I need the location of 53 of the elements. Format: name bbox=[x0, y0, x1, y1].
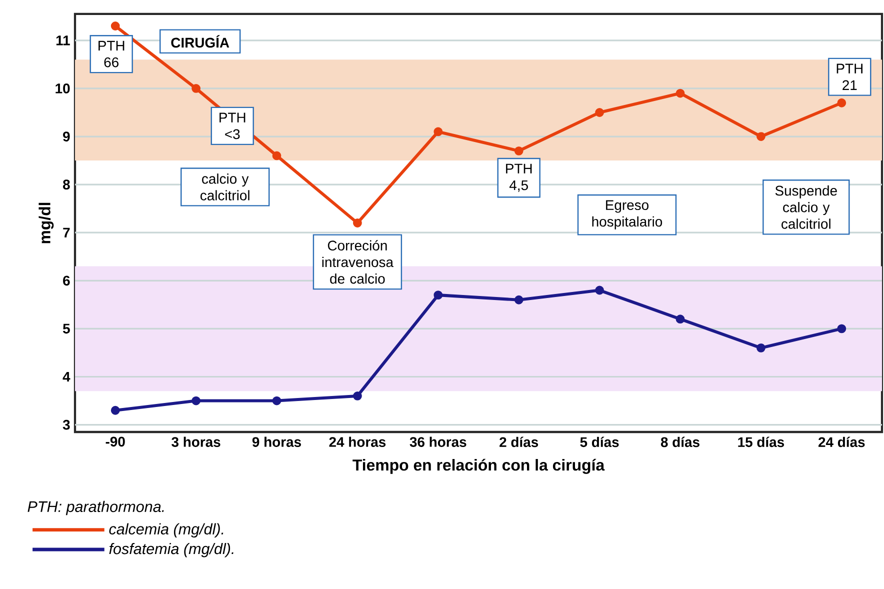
point bbox=[514, 295, 524, 304]
x-axis-title: Tiempo en relación con la cirugía bbox=[352, 458, 605, 474]
y-tick-label: 5 bbox=[62, 324, 70, 334]
point bbox=[837, 324, 846, 334]
point bbox=[192, 84, 201, 93]
point bbox=[434, 290, 443, 300]
annotation: PTH 66 bbox=[98, 40, 124, 68]
point bbox=[595, 286, 604, 295]
y-tick-label: 10 bbox=[56, 84, 70, 94]
y-tick-label: 8 bbox=[62, 180, 70, 190]
y-tick-label: 7 bbox=[63, 228, 70, 238]
annotation: Correción intravenosa de calcio bbox=[322, 240, 394, 284]
x-tick-label: 3 horas bbox=[172, 436, 220, 447]
point bbox=[434, 127, 443, 136]
point bbox=[676, 314, 685, 324]
point bbox=[192, 396, 201, 406]
x-tick-label: 9 horas bbox=[252, 436, 301, 447]
point bbox=[837, 98, 846, 108]
annotation: PTH 21 bbox=[836, 64, 862, 90]
annotation: PTH 4,5 bbox=[506, 164, 532, 192]
point bbox=[595, 108, 604, 117]
point bbox=[110, 22, 120, 30]
point bbox=[352, 218, 362, 228]
y-tick-label: 9 bbox=[63, 132, 70, 142]
point bbox=[272, 151, 282, 160]
text: PTH: parathormona. bbox=[28, 500, 164, 516]
annotation: PTH <3 bbox=[220, 112, 246, 140]
annotation: Suspende calcio y calcitriol bbox=[775, 185, 837, 229]
point bbox=[756, 132, 766, 141]
point bbox=[110, 406, 120, 415]
x-tick-label: 24 horas bbox=[329, 436, 386, 447]
x-tick-label: 2 días bbox=[500, 436, 538, 448]
x-tick-label: 5 días bbox=[580, 436, 619, 448]
y-tick-label: 6 bbox=[63, 276, 70, 286]
x-tick-label: 24 días bbox=[818, 436, 865, 448]
point bbox=[756, 343, 766, 352]
y-tick-label: 3 bbox=[62, 420, 70, 430]
point bbox=[676, 88, 685, 98]
y-axis-title: mg/dl bbox=[38, 202, 54, 244]
point bbox=[272, 396, 282, 406]
x-tick-label: 36 horas bbox=[410, 436, 466, 447]
point bbox=[352, 392, 362, 400]
point bbox=[514, 146, 524, 156]
y-tick-label: 4 bbox=[62, 372, 70, 382]
annotation: CIRUGÍA bbox=[171, 35, 230, 48]
legend-label: calcemia (mg/dl). bbox=[109, 523, 224, 538]
x-tick-label: 15 días bbox=[738, 436, 784, 448]
legend-label: fosfatemia (mg/dl). bbox=[109, 542, 234, 558]
x-tick-label: -90 bbox=[106, 436, 125, 447]
annotation: calcio y calcitriol bbox=[200, 174, 250, 200]
y-tick-label: 11 bbox=[56, 36, 70, 46]
x-tick-label: 8 días bbox=[660, 436, 700, 448]
annotation: Egreso hospitalario bbox=[592, 200, 662, 230]
